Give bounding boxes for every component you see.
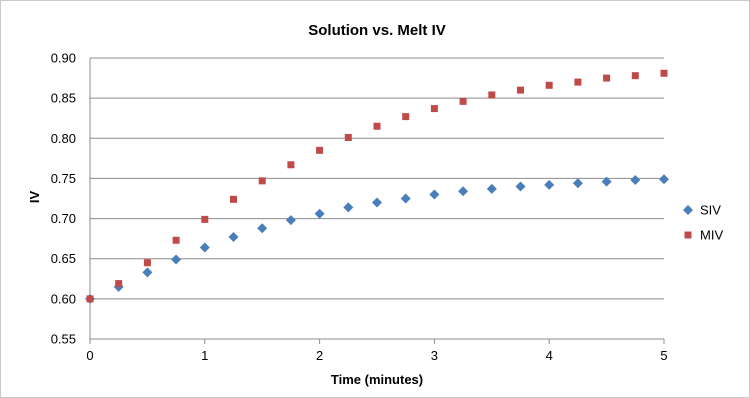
data-point-siv	[228, 232, 239, 243]
y-tick-label: 0.55	[51, 332, 76, 347]
data-point-miv	[143, 259, 151, 267]
data-point-siv	[171, 254, 182, 265]
data-point-miv	[430, 105, 438, 113]
y-axis-label: IV	[27, 191, 42, 204]
y-tick-label: 0.80	[51, 131, 76, 146]
data-point-siv	[257, 223, 268, 234]
data-point-siv	[458, 186, 469, 197]
data-points	[85, 69, 669, 304]
data-point-miv	[574, 78, 582, 86]
data-point-miv	[115, 280, 123, 288]
x-tick-label: 3	[431, 348, 438, 363]
gridlines	[90, 57, 664, 300]
y-tick-label: 0.65	[51, 251, 76, 266]
data-point-siv	[400, 193, 411, 204]
y-tick-labels: 0.55 0.60 0.65 0.70 0.75 0.80 0.85 0.90	[51, 51, 76, 347]
legend-label-miv: MIV	[700, 228, 723, 243]
x-tick-labels: 0 1 2 3 4 5	[86, 348, 667, 363]
y-tick-label: 0.75	[51, 171, 76, 186]
data-point-miv	[201, 215, 209, 223]
data-point-siv	[515, 181, 526, 192]
x-tick-label: 2	[316, 348, 323, 363]
legend-marker-siv	[683, 205, 693, 215]
data-point-siv	[486, 183, 497, 194]
y-tick-label: 0.70	[51, 211, 76, 226]
data-point-siv	[630, 175, 641, 186]
data-point-siv	[572, 178, 583, 189]
data-point-miv	[316, 146, 324, 154]
chart-title: Solution vs. Melt IV	[308, 22, 446, 39]
y-tick-label: 0.90	[51, 51, 76, 66]
data-point-siv	[372, 197, 382, 208]
data-point-siv	[142, 267, 153, 278]
data-point-siv	[343, 202, 354, 213]
x-tick-label: 5	[660, 348, 667, 363]
data-point-miv	[660, 69, 668, 77]
data-point-siv	[199, 242, 210, 253]
data-point-miv	[402, 113, 410, 121]
data-point-miv	[373, 122, 381, 130]
data-point-miv	[172, 236, 180, 244]
data-point-siv	[314, 208, 325, 219]
x-tick-label: 1	[201, 348, 208, 363]
data-point-miv	[488, 91, 496, 99]
x-tick-label: 4	[546, 348, 553, 363]
data-point-miv	[86, 295, 94, 303]
data-point-siv	[429, 189, 440, 200]
data-point-miv	[603, 74, 611, 82]
axes	[89, 58, 665, 344]
data-point-miv	[545, 81, 553, 89]
legend-marker-miv	[684, 231, 692, 239]
data-point-siv	[285, 215, 296, 226]
data-point-miv	[631, 72, 639, 80]
y-tick-label: 0.60	[51, 291, 76, 306]
legend-label-siv: SIV	[700, 203, 721, 218]
x-axis-label: Time (minutes)	[331, 372, 423, 387]
data-point-siv	[544, 179, 555, 190]
y-tick-label: 0.85	[51, 91, 76, 106]
data-point-miv	[287, 161, 295, 169]
legend: SIV MIV	[683, 203, 723, 243]
series-miv	[86, 69, 668, 303]
data-point-miv	[517, 86, 524, 94]
data-point-miv	[344, 133, 352, 141]
data-point-miv	[258, 177, 266, 185]
data-point-siv	[659, 174, 669, 185]
data-point-siv	[601, 176, 612, 187]
x-tick-label: 0	[86, 348, 93, 363]
data-point-miv	[230, 195, 237, 203]
data-point-miv	[459, 97, 467, 105]
